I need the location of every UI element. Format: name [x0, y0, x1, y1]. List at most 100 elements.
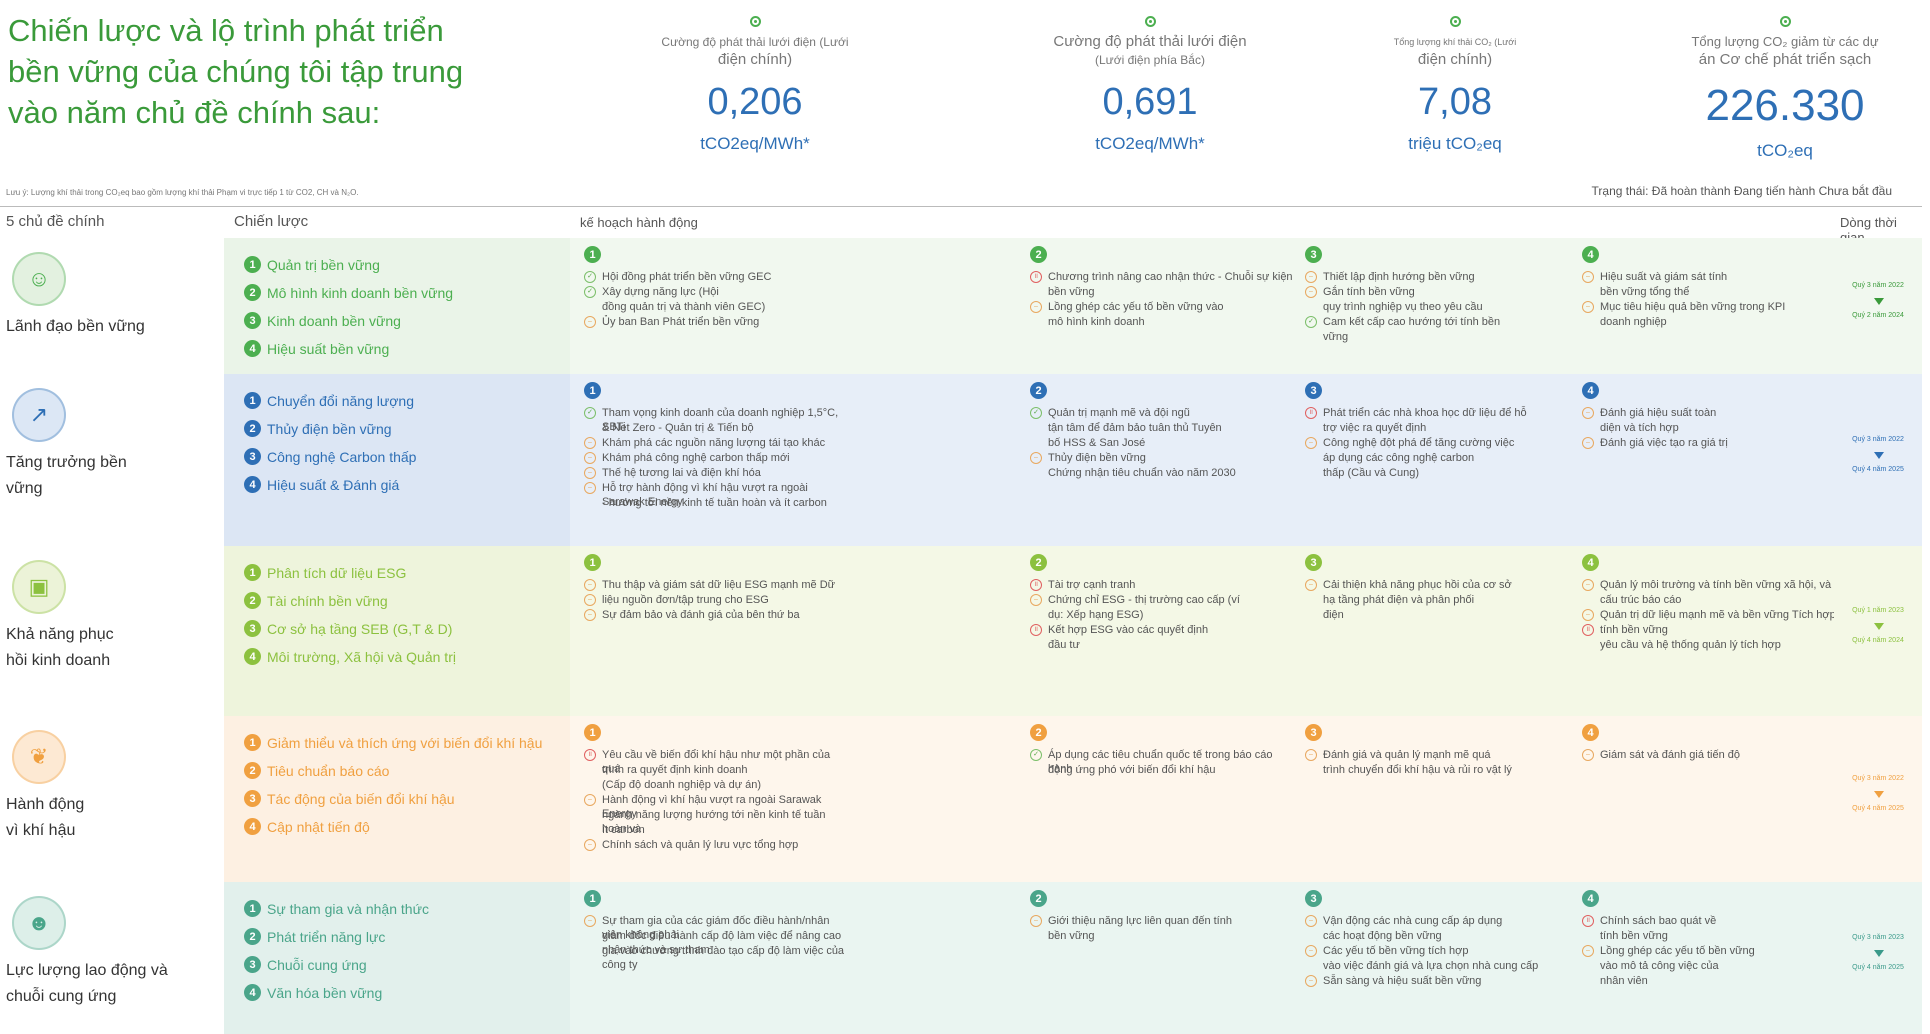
action-text: Chứng chỉ ESG - thị trường cao cấp (ví: [1048, 594, 1240, 606]
action-item: ngành năng lượng hướng tới nền kinh tế t…: [584, 808, 849, 836]
action-item: – Thiết lập định hướng bền vững: [1305, 270, 1570, 284]
down-arrow-icon: [1874, 950, 1884, 957]
action-item: yêu cầu và hệ thống quản lý tích hợp: [1582, 638, 1847, 652]
action-text: vững: [1323, 331, 1349, 343]
theme-row: ☻ Lực lượng lao động và chuỗi cung ứng 1 Sự …: [0, 882, 1922, 1034]
timeline-start: Quý 1 năm 2023: [1852, 607, 1904, 614]
step-number: 4: [244, 818, 261, 835]
action-item: – Sẵn sàng và hiệu suất bền vững: [1305, 974, 1570, 988]
timeline-start: Quý 3 năm 2022: [1852, 775, 1904, 782]
action-item: ✓ Cam kết cấp cao hướng tới tính bền: [1305, 315, 1570, 329]
action-text: Các yếu tố bền vững tích hợp: [1323, 945, 1469, 957]
action-item: diện và tích hợp: [1582, 421, 1847, 435]
pause-icon: ॥: [1030, 579, 1042, 591]
phase-number: 3: [1305, 554, 1322, 571]
phase-number: 1: [584, 724, 601, 741]
action-text: Đánh giá và quản lý mạnh mẽ quá: [1323, 749, 1491, 761]
action-item: nhân viên: [1582, 974, 1847, 988]
minus-icon: –: [584, 437, 596, 449]
action-text: áp dụng các công nghệ carbon: [1323, 452, 1475, 464]
phase-number: 3: [1305, 890, 1322, 907]
header-strategy: Chiến lược: [234, 213, 309, 230]
action-text: Sẵn sàng và hiệu suất bền vững: [1323, 975, 1482, 987]
strategy-item: 3 Chuỗi cung ứng: [244, 956, 367, 973]
minus-icon: –: [1305, 915, 1317, 927]
action-text: Quản trị mạnh mẽ và đội ngũ: [1048, 407, 1190, 419]
action-text: Cải thiện khả năng phục hồi của cơ sở: [1323, 579, 1512, 591]
action-text: dụ: Xếp hạng ESG): [1048, 609, 1144, 621]
status-legend: Trạng thái: Đã hoàn thành Đang tiến hành…: [1591, 184, 1892, 198]
timeline-cell: Quý 3 năm 2023 Quý 4 năm 2025: [1834, 882, 1922, 1034]
strategy-label: Cơ sở hạ tầng SEB (G,T & D): [267, 620, 453, 637]
action-text: Xây dựng năng lực (Hội: [602, 286, 719, 298]
action-text: trình chuyển đổi khí hậu và rủi ro vật l…: [1323, 764, 1512, 776]
strategy-label: Quản trị bền vững: [267, 256, 380, 273]
action-item: quy trình nghiệp vụ theo yêu cầu: [1305, 300, 1570, 314]
minus-icon: –: [1305, 975, 1317, 987]
minus-icon: –: [1030, 301, 1042, 313]
action-item: dụ: Xếp hạng ESG): [1030, 608, 1295, 622]
action-item: ॥ Chính sách bao quát về: [1582, 914, 1847, 928]
pause-icon: ॥: [1305, 407, 1317, 419]
strategy-item: 3 Tác động của biến đổi khí hậu: [244, 790, 455, 807]
action-item: các hoạt động bền vững: [1305, 929, 1570, 943]
strategy-item: 2 Tài chính bền vững: [244, 592, 388, 609]
strategy-label: Kinh doanh bền vững: [267, 312, 401, 329]
action-item: – Hỗ trợ hành động vì khí hậu vượt ra ngo…: [584, 481, 849, 509]
action-item: – Công nghệ đột phá để tăng cường việc: [1305, 436, 1570, 450]
timeline-end: Quý 4 năm 2024: [1852, 637, 1904, 644]
minus-icon: –: [1305, 579, 1317, 591]
theme-name: Lực lượng lao động và: [6, 962, 168, 979]
strategy-cell: 1 Quản trị bền vững 2 Mô hình kinh doanh bề…: [224, 238, 570, 374]
action-item: vào mô tả công việc của: [1582, 959, 1847, 973]
action-text: diện và tích hợp: [1600, 422, 1679, 434]
action-text: bố HSS & San José: [1048, 437, 1146, 449]
action-column: 4 – Giám sát và đánh giá tiến độ: [1582, 716, 1852, 882]
theme-row: ❦ Hành động vì khí hậu 1 Giảm thiểu và thích…: [0, 716, 1922, 882]
step-number: 1: [244, 256, 261, 273]
strategy-label: Môi trường, Xã hội và Quản trị: [267, 648, 456, 665]
phase-number: 3: [1305, 382, 1322, 399]
action-text: mô hình kinh doanh: [1048, 316, 1145, 328]
strategy-item: 4 Hiệu suất bền vững: [244, 340, 389, 357]
action-item: – Lồng ghép các yếu tố bền vững vào: [1030, 300, 1295, 314]
action-item: – Hiệu suất và giám sát tính: [1582, 270, 1847, 284]
action-text: điện: [1323, 609, 1344, 621]
step-number: 2: [244, 284, 261, 301]
action-item: ít carbon: [584, 823, 849, 837]
action-text: cấu trúc báo cáo: [1600, 594, 1682, 606]
action-column: 4– Quản lý môi trường và tính bền vững xã…: [1582, 546, 1852, 716]
pause-icon: ॥: [1582, 915, 1594, 927]
action-column: 4 ॥ Chính sách bao quát về tính bền vững – Lồ…: [1582, 882, 1852, 1034]
action-text: Khám phá các nguồn năng lượng tái tạo kh…: [602, 437, 826, 449]
minus-icon: –: [1305, 437, 1317, 449]
theme-name: vì khí hậu: [6, 822, 76, 839]
minus-icon: –: [1305, 271, 1317, 283]
action-text: Quản trị dữ liệu mạnh mẽ và bền vững Tíc…: [1600, 609, 1836, 621]
target-icon: [1449, 16, 1461, 27]
action-item: – Mục tiêu hiệu quả bền vững trong KPI: [1582, 300, 1847, 314]
action-text: giám đốc điều hành cấp độ làm việc để nâ…: [602, 930, 842, 956]
strategy-label: Giảm thiểu và thích ứng với biến đổi khí…: [267, 734, 543, 751]
theme-name: Hành động: [6, 796, 85, 813]
theme-cell: ❦ Hành động vì khí hậu: [0, 716, 224, 882]
minus-icon: –: [584, 579, 596, 591]
strategy-label: Tài chính bền vững: [267, 592, 388, 609]
phase-number: 1: [584, 382, 601, 399]
step-number: 3: [244, 448, 261, 465]
header-actions: kế hoạch hành động: [580, 215, 698, 230]
minus-icon: –: [584, 467, 596, 479]
action-text: Giám sát và đánh giá tiến độ: [1600, 749, 1741, 761]
action-item: cấu trúc báo cáo: [1582, 593, 1847, 607]
action-item: – Giám sát và đánh giá tiến độ: [1582, 748, 1847, 762]
strategy-item: 2 Tiêu chuẩn báo cáo: [244, 762, 389, 779]
action-item: – Sự đảm bảo và đánh giá của bên thứ ba: [584, 608, 849, 622]
action-text: Thủy điện bền vững: [1048, 452, 1146, 464]
minus-icon: –: [1030, 915, 1042, 927]
action-text: thấp (Cầu và Cung): [1323, 467, 1419, 479]
action-text: Lồng ghép các yếu tố bền vững: [1600, 945, 1755, 957]
action-text: Sự tham gia của các giám đốc điều hành/n…: [602, 915, 830, 941]
action-text: Tài trợ cạnh tranh: [1048, 579, 1136, 591]
action-text: Kết hợp ESG vào các quyết định: [1048, 624, 1209, 636]
strategy-label: Tiêu chuẩn báo cáo: [267, 762, 390, 779]
